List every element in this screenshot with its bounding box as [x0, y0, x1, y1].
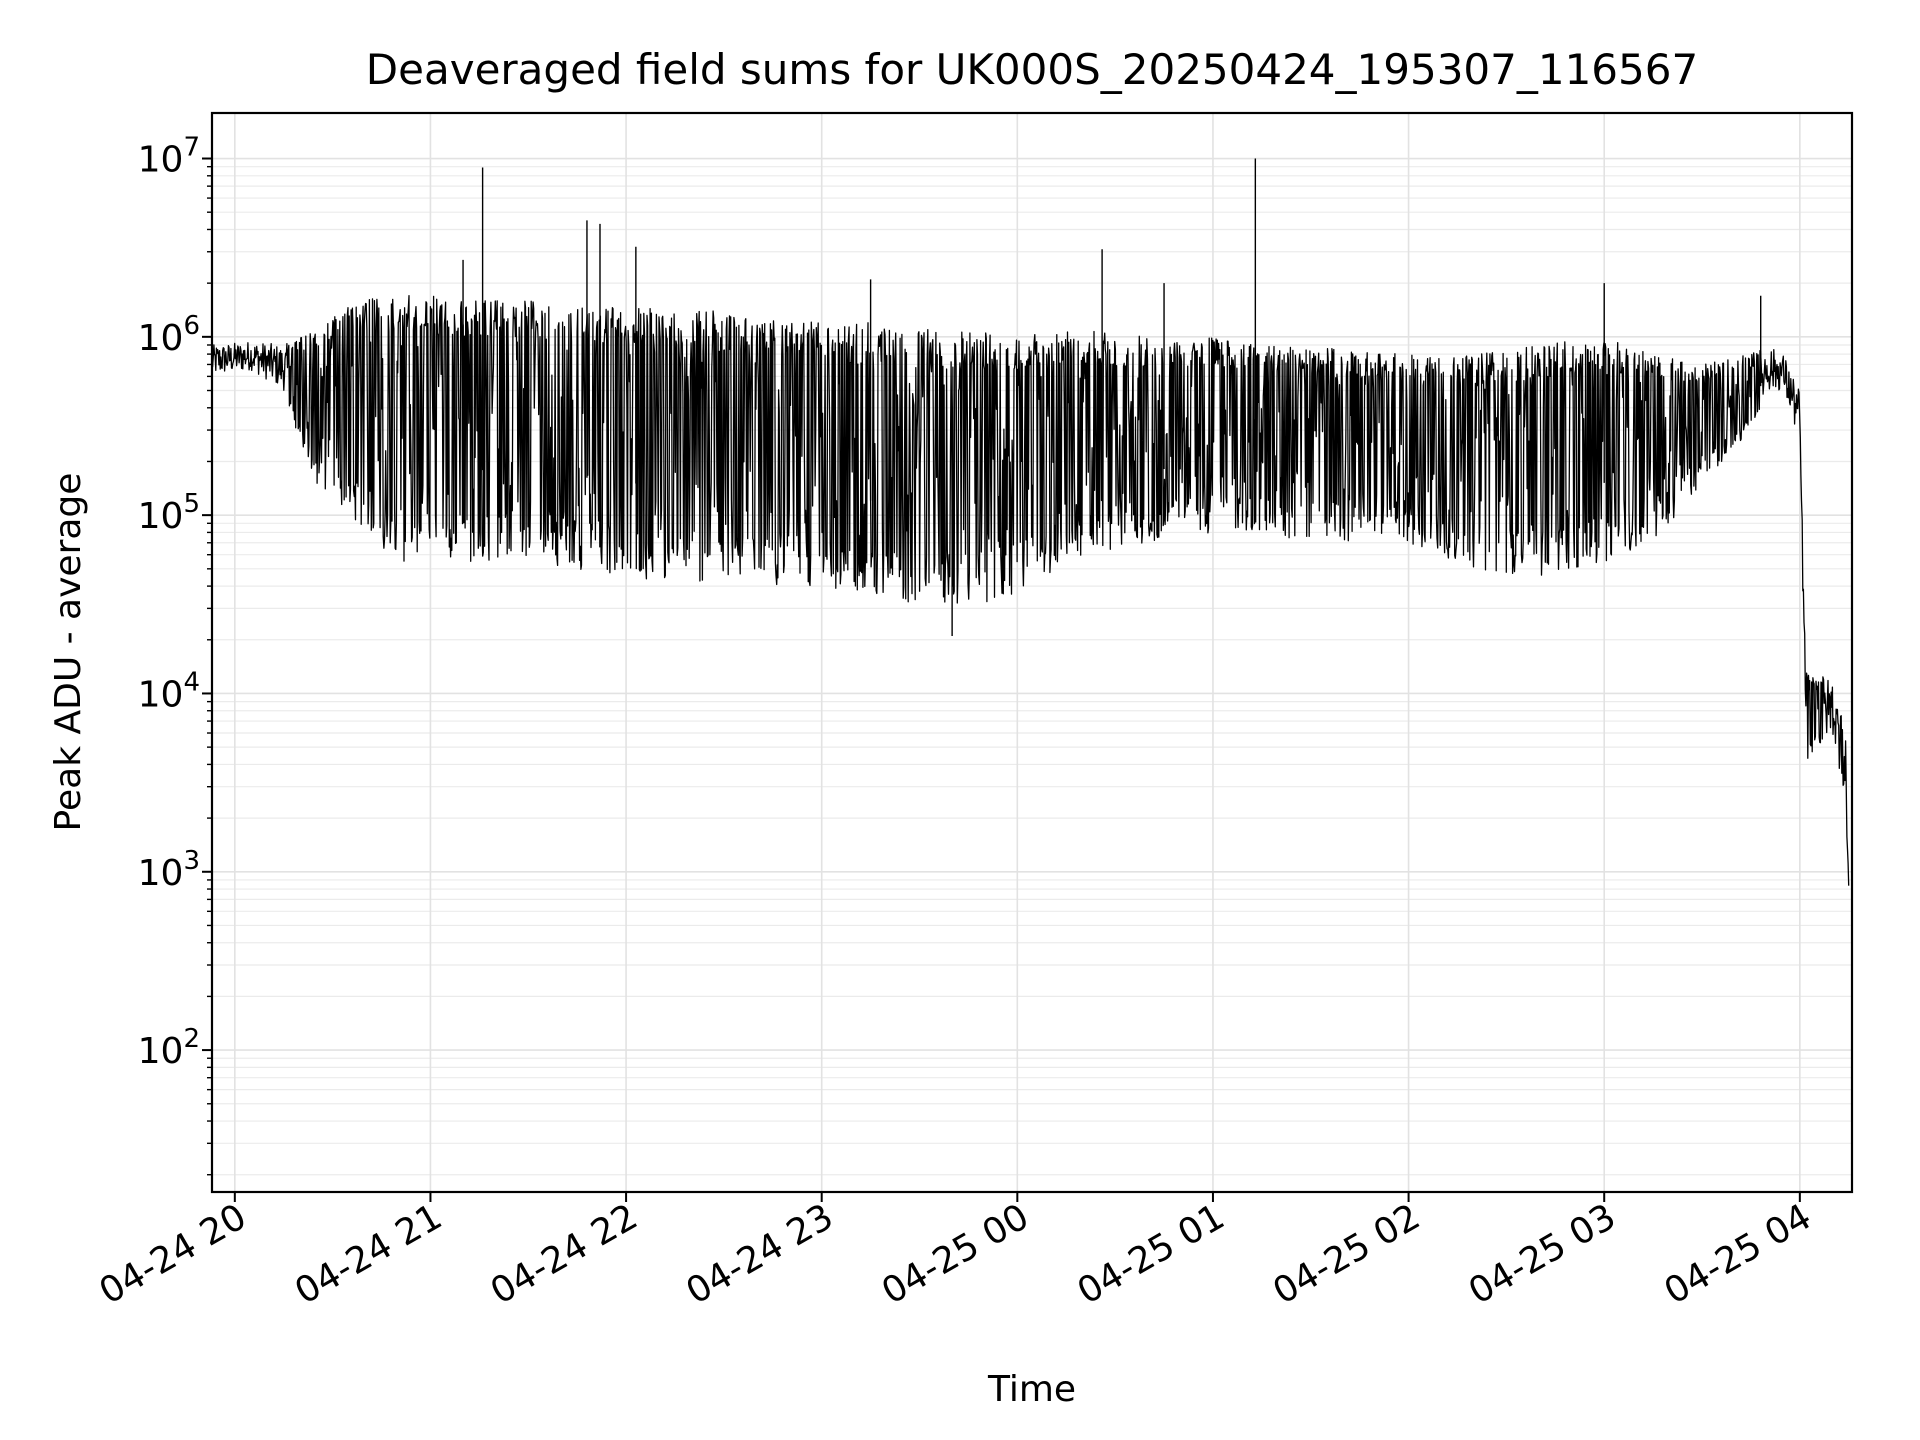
y-tick-label: 106	[138, 311, 200, 359]
y-tick-label: 102	[138, 1024, 200, 1072]
y-tick-label: 104	[138, 667, 200, 715]
y-axis: 102 103 104 105 106 107	[138, 133, 212, 1176]
x-axis-label: Time	[987, 1369, 1076, 1410]
data-series	[211, 158, 1850, 886]
y-tick-label: 103	[138, 846, 200, 894]
chart-title: Deaveraged field sums for UK000S_2025042…	[366, 45, 1698, 94]
series-line	[211, 295, 1850, 886]
y-axis-label: Peak ADU - average	[48, 473, 89, 832]
plot-frame	[210, 111, 1854, 1194]
y-tick-label: 105	[138, 489, 200, 537]
y-tick-label: 107	[138, 133, 200, 181]
